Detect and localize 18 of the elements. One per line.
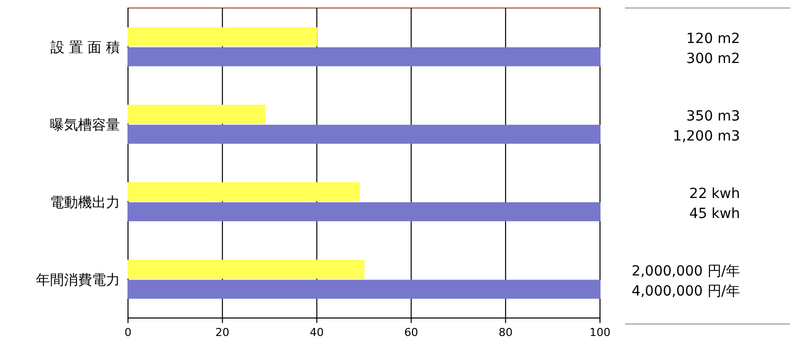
text: 1,200 m3 [672,128,740,144]
text: 22 kwh [689,186,740,202]
x-tick-label: 60 [404,326,418,339]
x-tick-label: 20 [215,326,230,339]
text: 120 m2 [686,30,740,47]
text: 350 m3 [686,108,740,124]
text: 4,000,000 円/年 [632,283,740,300]
y-tick-label: 電動機出力 [50,194,120,211]
text: 2,000,000 円/年 [632,263,740,280]
x-tick-label: 80 [498,326,513,339]
x-tick-label: 0 [124,326,132,339]
x-tick-label: 100 [590,326,610,339]
y-tick-label: 年間消費電力 [36,272,120,288]
text: 300 m2 [686,50,740,67]
y-tick-label: 設 置 面 積 [50,40,120,56]
text: 45 kwh [689,206,740,222]
x-tick-label: 40 [310,326,324,339]
y-tick-label: 曝気槽容量 [50,117,120,134]
